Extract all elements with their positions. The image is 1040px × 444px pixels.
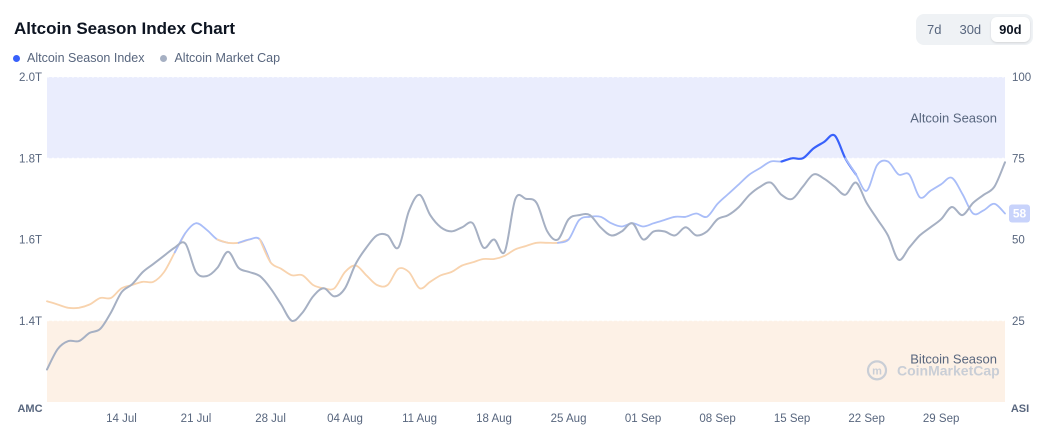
coinmarketcap-logo-icon	[866, 360, 888, 381]
current-value-text: 58	[1013, 207, 1027, 221]
left-y-tick-label: 1.6T	[19, 235, 42, 247]
x-tick-label: 04 Aug	[327, 413, 363, 425]
altcoin-season-zone	[47, 77, 1005, 159]
range-tabs: 7d 30d 90d	[916, 14, 1033, 45]
x-tick-label: 21 Jul	[181, 413, 212, 425]
chart-lines	[46, 133, 1006, 371]
right-axis-label: ASI	[1011, 403, 1029, 415]
index-line-segment	[780, 133, 858, 176]
coinmarketcap-logo-glyph: m	[872, 365, 882, 377]
legend-dot-index	[13, 54, 20, 62]
index-line-segment	[237, 236, 272, 264]
market-cap-line	[46, 161, 1006, 371]
legend-dot-market-cap	[160, 54, 168, 62]
index-line-segment	[46, 232, 187, 310]
right-y-tick-label: 100	[1012, 72, 1031, 84]
left-axis-label: AMC	[17, 403, 42, 415]
x-tick-label: 11 Aug	[402, 413, 437, 425]
legend-label-market-cap: Altcoin Market Cap	[174, 51, 281, 65]
index-line-segment	[844, 157, 1006, 216]
current-value-badge-bg	[1009, 204, 1030, 223]
x-tick-label: 15 Sep	[774, 413, 810, 425]
x-tick-label: 08 Sep	[699, 413, 735, 425]
bitcoin-season-label: Bitcoin Season	[910, 352, 997, 367]
altcoin-season-label: Altcoin Season	[910, 111, 997, 126]
x-tick-label: 18 Aug	[476, 413, 512, 425]
legend-item-market-cap[interactable]: Altcoin Market Cap	[160, 51, 280, 65]
left-y-tick-label: 2.0T	[19, 72, 42, 84]
coinmarketcap-watermark: m CoinMarketCap	[866, 360, 1000, 381]
axis-ticks: 1.4T 1.6T 1.8T 2.0T 25 50 75 100 14 Jul 21 Jul 28 …	[19, 72, 1031, 425]
index-line-segment	[557, 157, 793, 244]
x-tick-label: 22 Sep	[848, 413, 884, 425]
tab-90d[interactable]: 90d	[991, 17, 1030, 42]
index-line-segment	[259, 238, 570, 291]
watermark-text: CoinMarketCap	[897, 362, 1000, 378]
left-y-tick-label: 1.4T	[19, 316, 42, 328]
right-y-tick-label: 50	[1012, 235, 1025, 247]
index-line-segment	[173, 222, 229, 254]
x-tick-label: 25 Aug	[551, 413, 587, 425]
tab-30d[interactable]: 30d	[959, 22, 982, 37]
x-tick-label: 29 Sep	[923, 413, 959, 425]
tab-7d[interactable]: 7d	[927, 22, 942, 37]
current-value-badge: 58	[1009, 204, 1030, 223]
x-tick-label: 28 Jul	[255, 413, 286, 425]
chart-legend: Altcoin Season Index Altcoin Market Cap	[13, 51, 280, 65]
x-tick-label: 14 Jul	[106, 413, 137, 425]
right-y-tick-label: 75	[1012, 153, 1025, 165]
bitcoin-season-zone	[47, 320, 1005, 402]
chart-title: Altcoin Season Index Chart	[14, 19, 236, 38]
right-y-tick-label: 25	[1012, 316, 1025, 328]
left-y-tick-label: 1.8T	[19, 153, 42, 165]
x-tick-label: 01 Sep	[625, 413, 661, 425]
legend-item-index[interactable]: Altcoin Season Index	[13, 51, 144, 65]
legend-label-index: Altcoin Season Index	[27, 51, 145, 65]
